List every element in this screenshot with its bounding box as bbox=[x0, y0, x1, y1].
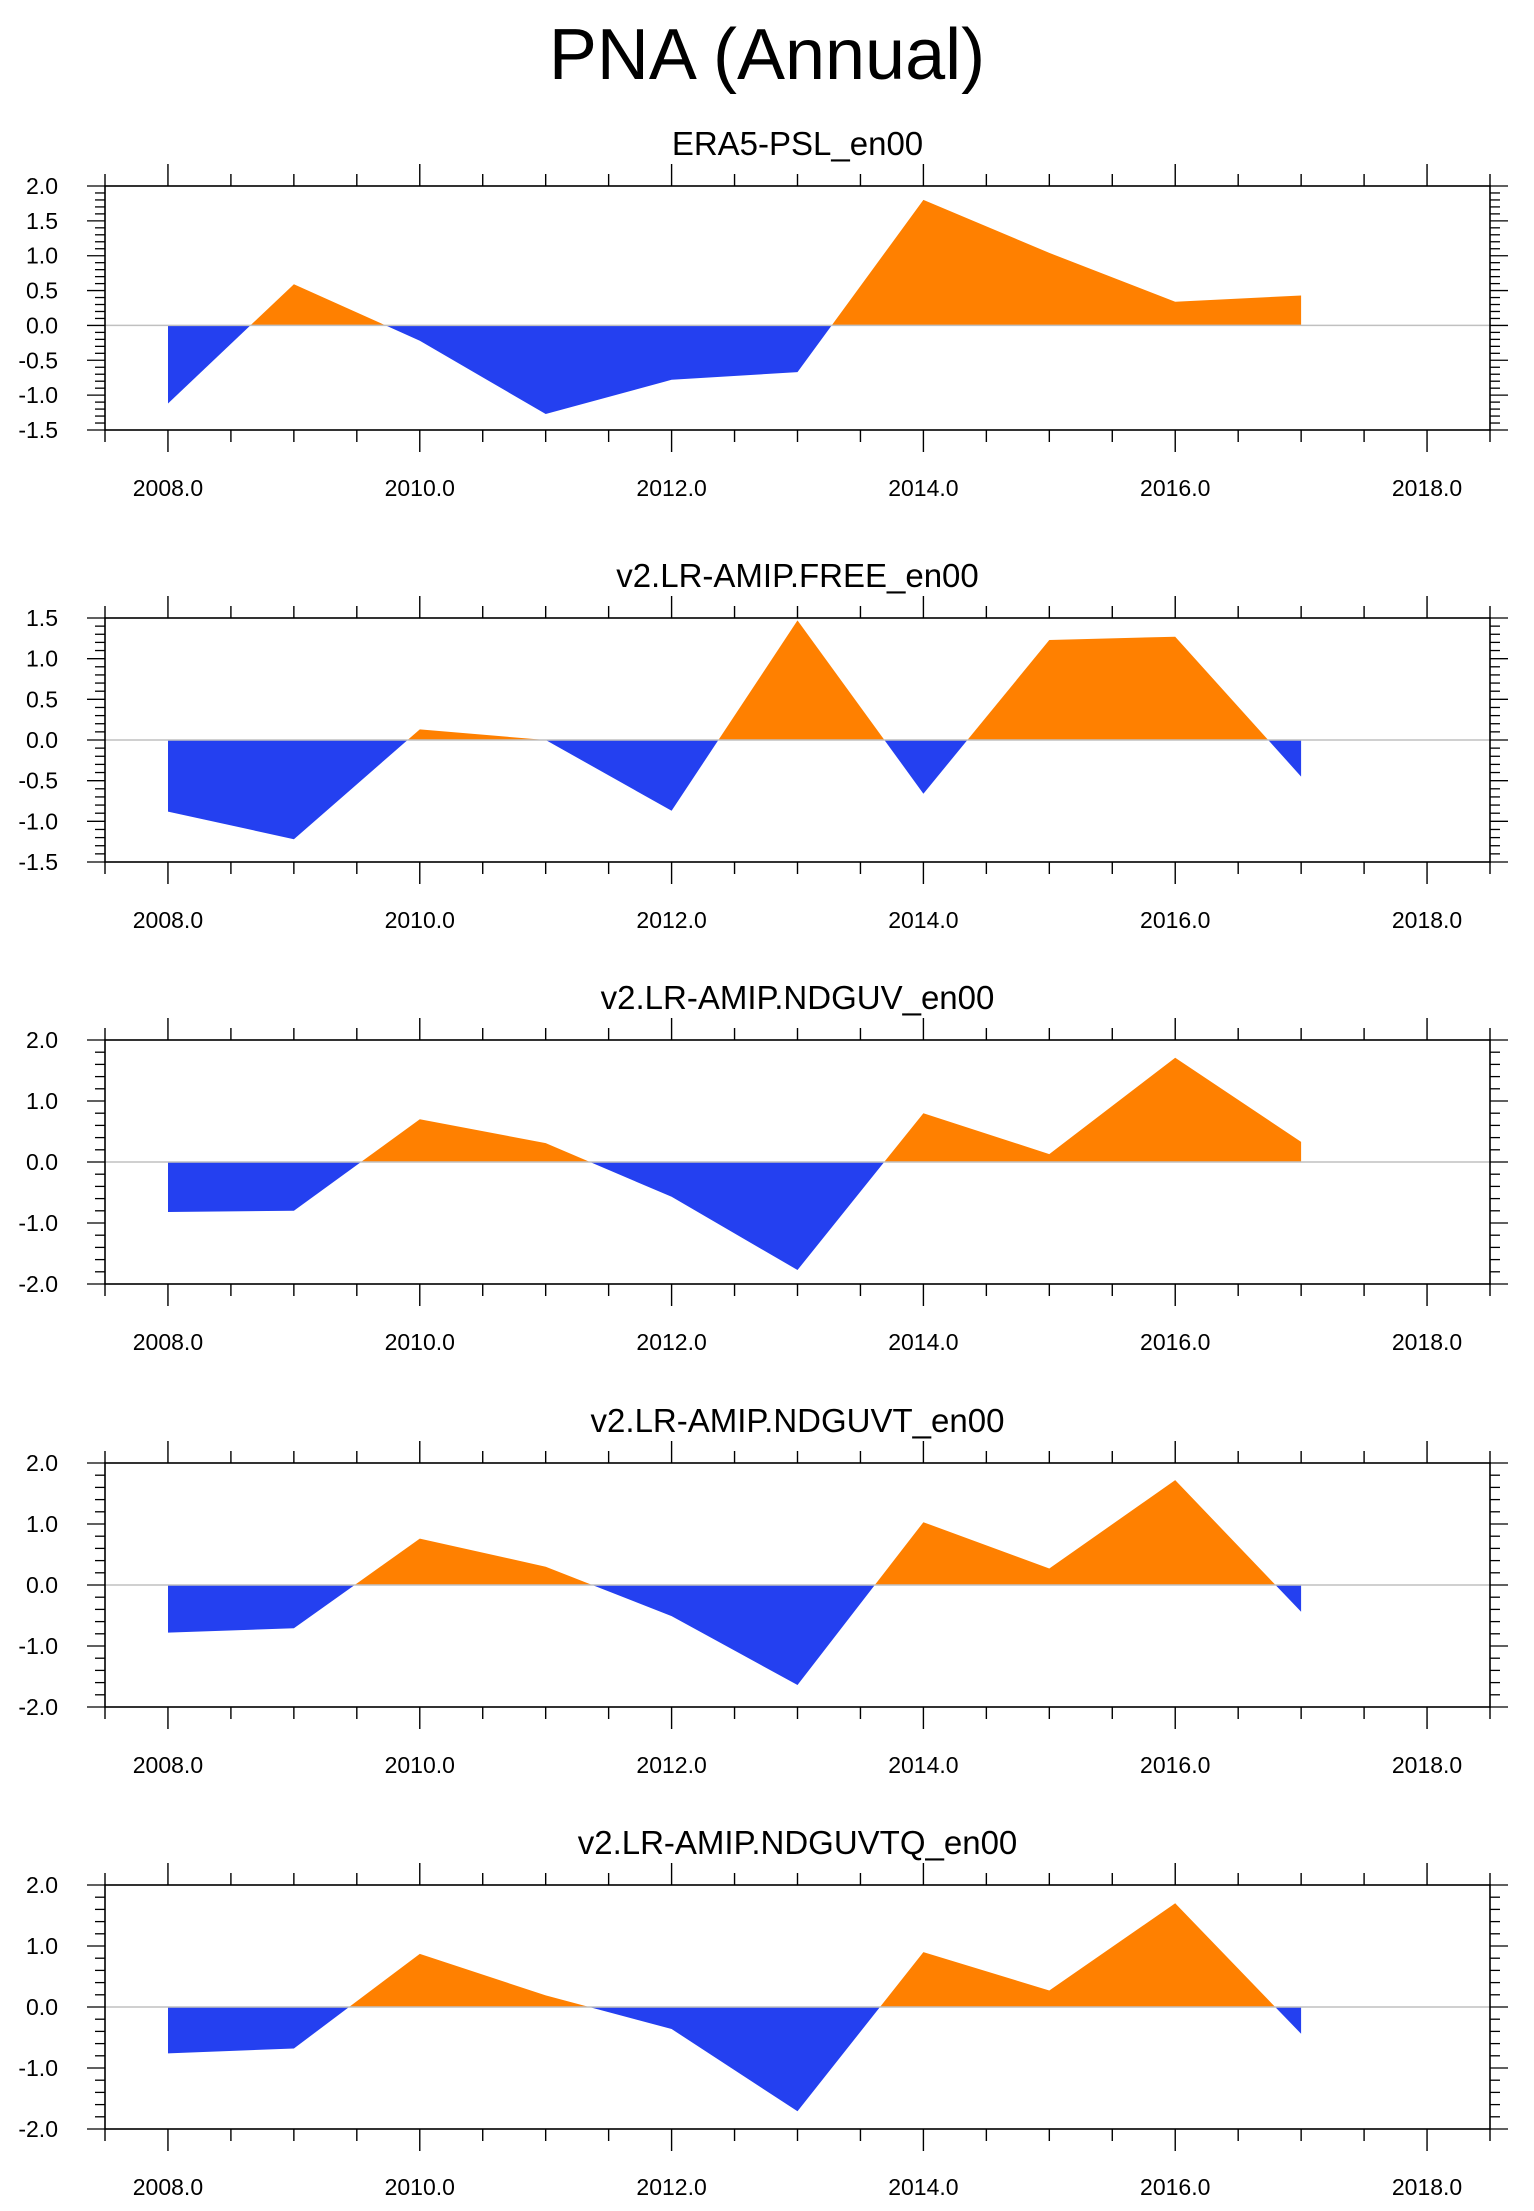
y-tick-label: 1.0 bbox=[26, 1933, 58, 1959]
y-tick-label: 0.0 bbox=[26, 1149, 58, 1175]
x-tick-label: 2012.0 bbox=[636, 907, 706, 933]
chart-panel-5: -2.0 -1.0 0.0 1.0 2.0 2008.0 2010.0 2012.0 2014.… bbox=[18, 1824, 1508, 2200]
y-tick-label: -1.5 bbox=[18, 849, 58, 875]
positive-area-6 bbox=[967, 636, 1269, 740]
x-tick-label: 2018.0 bbox=[1392, 475, 1462, 501]
x-tick-label: 2012.0 bbox=[636, 2174, 706, 2200]
x-tick-label: 2018.0 bbox=[1392, 907, 1462, 933]
negative-area-5 bbox=[1275, 2007, 1302, 2034]
y-tick-label: -1.5 bbox=[18, 417, 58, 443]
chart-panel-1: -1.5 -1.0 -0.5 0.0 0.5 1.0 1.5 2.0 2008.0 2010.0 2… bbox=[18, 125, 1508, 501]
y-tick-label: -2.0 bbox=[18, 1694, 58, 1720]
negative-area-3 bbox=[592, 1585, 875, 1685]
positive-area-2 bbox=[354, 1538, 593, 1585]
x-tick-label: 2010.0 bbox=[385, 475, 455, 501]
y-tick-label: 2.0 bbox=[26, 1872, 58, 1898]
positive-area-2 bbox=[349, 1953, 590, 2007]
x-tick-label: 2012.0 bbox=[636, 475, 706, 501]
x-tick-label: 2010.0 bbox=[385, 2174, 455, 2200]
x-tick-label: 2016.0 bbox=[1140, 1752, 1210, 1778]
y-tick-label: 2.0 bbox=[26, 1027, 58, 1053]
x-tick-label: 2018.0 bbox=[1392, 2174, 1462, 2200]
positive-area-4 bbox=[880, 1903, 1276, 2007]
panel-title: ERA5-PSL_en00 bbox=[672, 125, 923, 162]
negative-area-3 bbox=[590, 1162, 885, 1270]
x-tick-label: 2010.0 bbox=[385, 1752, 455, 1778]
y-tick-label: 1.0 bbox=[26, 243, 58, 269]
x-tick-label: 2018.0 bbox=[1392, 1752, 1462, 1778]
y-tick-label: 2.0 bbox=[26, 1450, 58, 1476]
x-tick-label: 2012.0 bbox=[636, 1329, 706, 1355]
negative-area-1 bbox=[168, 1162, 361, 1212]
x-tick-label: 2010.0 bbox=[385, 907, 455, 933]
figure-title: PNA (Annual) bbox=[548, 15, 986, 95]
negative-area-3 bbox=[385, 325, 832, 414]
negative-area-7 bbox=[1268, 740, 1302, 777]
y-tick-label: -1.0 bbox=[18, 2055, 58, 2081]
x-tick-label: 2010.0 bbox=[385, 1329, 455, 1355]
y-tick-label: 0.5 bbox=[26, 278, 58, 304]
y-tick-label: 1.0 bbox=[26, 646, 58, 672]
panel-title: v2.LR-AMIP.NDGUVTQ_en00 bbox=[578, 1824, 1018, 1861]
y-tick-label: -0.5 bbox=[18, 768, 58, 794]
positive-area-4 bbox=[718, 620, 885, 740]
x-tick-label: 2008.0 bbox=[133, 907, 203, 933]
y-tick-label: -1.0 bbox=[18, 1210, 58, 1236]
chart-panel-4: -2.0 -1.0 0.0 1.0 2.0 2008.0 2010.0 2012.0 2014.… bbox=[18, 1402, 1508, 1778]
positive-area-4 bbox=[831, 199, 1302, 326]
x-tick-label: 2008.0 bbox=[133, 475, 203, 501]
x-tick-label: 2008.0 bbox=[133, 1329, 203, 1355]
y-tick-label: 0.0 bbox=[26, 727, 58, 753]
x-tick-label: 2008.0 bbox=[133, 2174, 203, 2200]
y-tick-label: 0.0 bbox=[26, 1994, 58, 2020]
panel-title: v2.LR-AMIP.NDGUVT_en00 bbox=[591, 1402, 1005, 1439]
x-tick-label: 2014.0 bbox=[888, 475, 958, 501]
negative-area-1 bbox=[168, 325, 251, 404]
x-tick-label: 2016.0 bbox=[1140, 2174, 1210, 2200]
negative-area-1 bbox=[168, 2007, 350, 2054]
x-tick-label: 2014.0 bbox=[888, 1752, 958, 1778]
negative-area-5 bbox=[884, 740, 968, 794]
x-tick-label: 2016.0 bbox=[1140, 1329, 1210, 1355]
x-tick-label: 2014.0 bbox=[888, 2174, 958, 2200]
x-tick-label: 2012.0 bbox=[636, 1752, 706, 1778]
y-tick-label: 1.5 bbox=[26, 208, 58, 234]
positive-area-4 bbox=[884, 1057, 1302, 1162]
negative-area-3 bbox=[545, 740, 719, 811]
y-tick-label: 1.5 bbox=[26, 605, 58, 631]
chart-panel-2: -1.5 -1.0 -0.5 0.0 0.5 1.0 1.5 2008.0 2010.0 2012… bbox=[18, 557, 1508, 933]
negative-area-5 bbox=[1275, 1585, 1302, 1612]
y-tick-label: 1.0 bbox=[26, 1511, 58, 1537]
panel-title: v2.LR-AMIP.FREE_en00 bbox=[616, 557, 979, 594]
y-tick-label: -1.0 bbox=[18, 808, 58, 834]
y-tick-label: -1.0 bbox=[18, 1633, 58, 1659]
negative-area-3 bbox=[589, 2007, 880, 2112]
positive-area-2 bbox=[361, 1119, 590, 1162]
x-tick-label: 2014.0 bbox=[888, 907, 958, 933]
y-tick-label: 0.0 bbox=[26, 1572, 58, 1598]
x-tick-label: 2008.0 bbox=[133, 1752, 203, 1778]
y-tick-label: 1.0 bbox=[26, 1088, 58, 1114]
y-tick-label: -1.0 bbox=[18, 382, 58, 408]
x-tick-label: 2016.0 bbox=[1140, 475, 1210, 501]
y-tick-label: -2.0 bbox=[18, 1271, 58, 1297]
x-tick-label: 2016.0 bbox=[1140, 907, 1210, 933]
positive-area-4 bbox=[874, 1480, 1276, 1585]
y-tick-label: -0.5 bbox=[18, 347, 58, 373]
positive-area-2 bbox=[250, 284, 386, 326]
y-tick-label: 0.5 bbox=[26, 686, 58, 712]
negative-area-1 bbox=[168, 740, 408, 840]
negative-area-1 bbox=[168, 1585, 355, 1633]
positive-area-2 bbox=[407, 729, 546, 740]
y-tick-label: 2.0 bbox=[26, 173, 58, 199]
y-tick-label: 0.0 bbox=[26, 312, 58, 338]
x-tick-label: 2014.0 bbox=[888, 1329, 958, 1355]
y-tick-label: -2.0 bbox=[18, 2116, 58, 2142]
x-tick-label: 2018.0 bbox=[1392, 1329, 1462, 1355]
chart-panel-3: -2.0 -1.0 0.0 1.0 2.0 2008.0 2010.0 2012.0 2014.… bbox=[18, 979, 1508, 1355]
panel-title: v2.LR-AMIP.NDGUV_en00 bbox=[601, 979, 995, 1016]
